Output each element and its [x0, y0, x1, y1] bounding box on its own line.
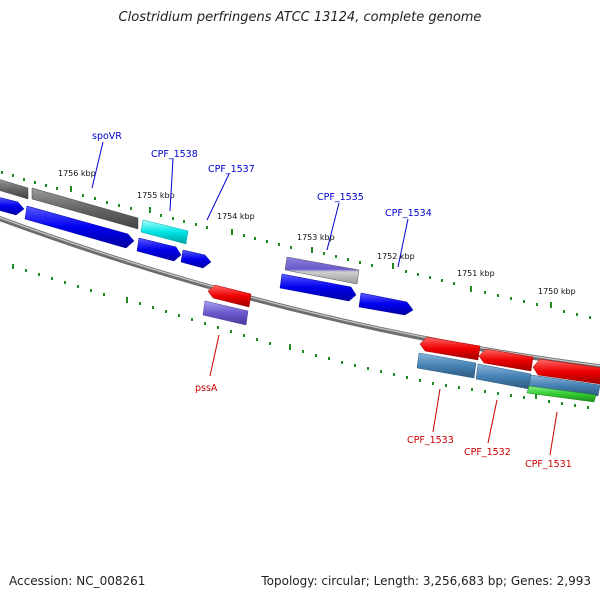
label-CPF_1537[interactable]: CPF_1537	[208, 164, 255, 175]
gene-CPF_1535[interactable]	[284, 256, 360, 285]
reverse-strand-outer	[207, 284, 600, 385]
label-CPF_1538[interactable]: CPF_1538	[151, 149, 198, 160]
gene-spoVR[interactable]	[31, 187, 139, 230]
scale-label-1755: 1755 kbp	[137, 191, 175, 200]
forward-strand-outer	[0, 179, 360, 285]
scale-ticks-outer	[1, 171, 591, 319]
label-CPF_1531[interactable]: CPF_1531	[525, 459, 572, 470]
leader-CPF_1531	[549, 411, 558, 456]
label-CPF_1532[interactable]: CPF_1532	[464, 447, 511, 458]
gene-green-1[interactable]	[526, 385, 597, 403]
gene-blue-5[interactable]	[279, 273, 357, 302]
scale-label-1753: 1753 kbp	[297, 233, 335, 242]
forward-strand-inner	[0, 197, 414, 316]
gene-CPF_1538[interactable]	[140, 219, 189, 245]
leader-CPF_1537	[206, 173, 230, 221]
leader-spoVR	[91, 141, 104, 189]
label-CPF_1535[interactable]: CPF_1535	[317, 192, 364, 203]
label-spoVR[interactable]: spoVR	[92, 131, 122, 142]
gene-gray-1[interactable]	[0, 179, 29, 200]
label-pssA[interactable]: pssA	[195, 383, 218, 394]
label-leaders	[91, 141, 558, 456]
gene-CPF_1533-red[interactable]	[419, 336, 481, 361]
gene-blue-1[interactable]	[0, 197, 25, 216]
gene-CPF_1531-red[interactable]	[532, 358, 600, 385]
scale-label-1750: 1750 kbp	[538, 287, 576, 296]
gene-CPF_1534[interactable]	[358, 292, 414, 316]
scale-ticks-inner	[12, 264, 589, 409]
genome-summary-text: Topology: circular; Length: 3,256,683 bp…	[261, 574, 591, 588]
leader-CPF_1534	[397, 218, 409, 268]
gene-CPF_1532-red[interactable]	[478, 348, 534, 372]
leader-CPF_1533	[432, 388, 441, 433]
label-CPF_1533[interactable]: CPF_1533	[407, 435, 454, 446]
gene-pssA-red[interactable]	[207, 284, 252, 308]
genome-backbone-highlight	[0, 217, 600, 367]
gene-blue-3[interactable]	[136, 237, 182, 262]
scale-label-1751: 1751 kbp	[457, 269, 495, 278]
leader-pssA	[209, 334, 220, 377]
gene-CPF_1537[interactable]	[180, 249, 212, 269]
label-CPF_1534[interactable]: CPF_1534	[385, 208, 432, 219]
accession-text: Accession: NC_008261	[9, 574, 146, 588]
scale-labels: 1756 kbp 1755 kbp 1754 kbp 1753 kbp 1752…	[58, 169, 576, 296]
gene-pssA[interactable]	[202, 300, 249, 326]
leader-CPF_1532	[487, 399, 498, 444]
leader-CPF_1538	[169, 158, 174, 212]
gene-labels-reverse: pssA CPF_1533 CPF_1532 CPF_1531	[195, 383, 572, 470]
reverse-strand-inner	[202, 300, 600, 403]
leader-CPF_1535	[326, 202, 340, 251]
scale-label-1756: 1756 kbp	[58, 169, 96, 178]
scale-label-1752: 1752 kbp	[377, 252, 415, 261]
page-title: Clostridium perfringens ATCC 13124, comp…	[118, 10, 482, 25]
gene-blue-2[interactable]	[24, 205, 135, 249]
gene-CPF_1533[interactable]	[416, 352, 477, 379]
gene-labels-forward: spoVR CPF_1538 CPF_1537 CPF_1535 CPF_153…	[92, 131, 432, 219]
scale-label-1754: 1754 kbp	[217, 212, 255, 221]
gene-CPF_1531[interactable]	[528, 374, 600, 397]
